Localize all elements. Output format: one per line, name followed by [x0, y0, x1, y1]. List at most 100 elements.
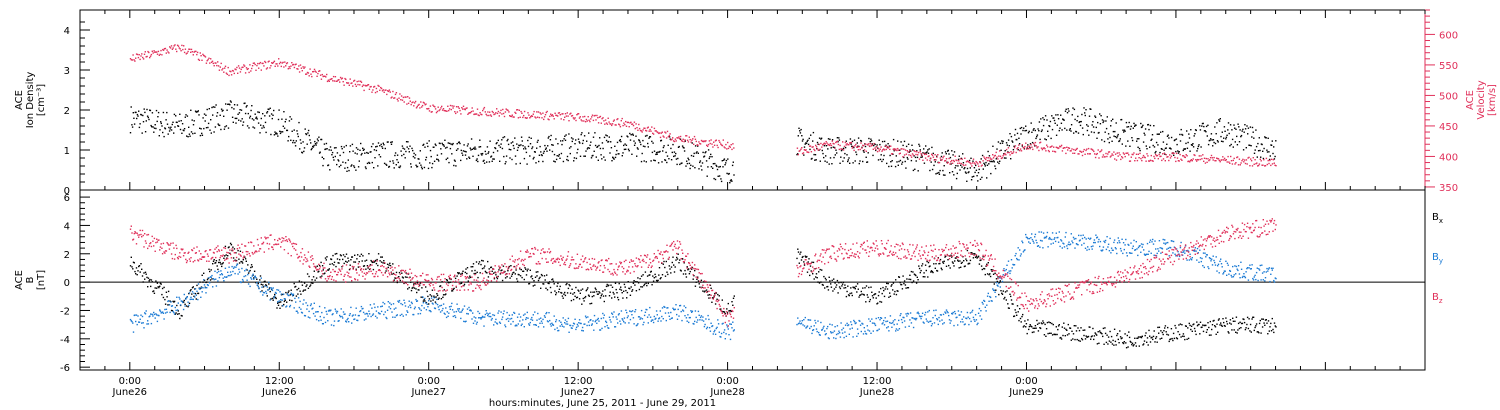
data-point [138, 54, 140, 56]
density-points [129, 100, 1277, 184]
data-point [1257, 150, 1260, 152]
data-point [609, 152, 611, 154]
data-point [410, 166, 412, 168]
data-point [407, 102, 410, 104]
data-point [271, 297, 274, 300]
data-point [324, 257, 327, 259]
data-point [1124, 333, 1126, 335]
data-point [418, 103, 420, 106]
data-point [204, 120, 206, 122]
data-point [986, 177, 988, 179]
data-point [372, 143, 374, 145]
data-point [255, 282, 257, 284]
data-point [1119, 138, 1121, 140]
data-point [941, 268, 943, 271]
data-point [1113, 135, 1115, 137]
data-point [562, 160, 565, 163]
data-point [443, 312, 445, 314]
data-point [689, 167, 691, 170]
data-point [1191, 160, 1193, 162]
data-point [887, 282, 889, 285]
data-point [349, 78, 351, 80]
data-point [138, 321, 141, 323]
data-point [836, 137, 839, 139]
data-point [242, 259, 244, 261]
data-point [232, 267, 235, 269]
data-point [490, 156, 492, 158]
data-point [596, 293, 599, 295]
data-point [906, 287, 909, 289]
data-point [549, 286, 552, 289]
data-point [810, 151, 813, 153]
data-point [708, 140, 711, 142]
data-point [319, 70, 321, 72]
data-point [1122, 129, 1124, 131]
data-point [1047, 135, 1050, 137]
data-point [564, 319, 567, 321]
data-point [630, 310, 632, 313]
data-point [912, 169, 915, 172]
data-point [451, 302, 453, 305]
data-point [261, 127, 263, 129]
data-point [274, 65, 276, 67]
data-point [152, 52, 154, 54]
data-point [223, 280, 225, 282]
data-point [525, 268, 527, 270]
data-point [215, 62, 217, 64]
data-point [421, 287, 423, 289]
data-point [278, 62, 281, 65]
data-point [636, 281, 638, 283]
data-point [1094, 115, 1096, 117]
data-point [1264, 319, 1267, 321]
data-point [278, 300, 280, 302]
data-point [609, 123, 611, 125]
data-point [1033, 128, 1035, 130]
data-point [1229, 124, 1232, 126]
data-point [398, 301, 400, 303]
data-point [1093, 150, 1095, 153]
data-point [359, 84, 361, 86]
data-point [1255, 129, 1257, 131]
data-point [1102, 327, 1105, 330]
data-point [594, 320, 596, 323]
data-point [1166, 135, 1169, 137]
data-point [1210, 133, 1213, 135]
data-point [620, 323, 622, 325]
data-point [875, 149, 877, 152]
data-point [1142, 124, 1144, 127]
data-point [1010, 151, 1012, 153]
data-point [1157, 144, 1159, 146]
data-point [661, 131, 663, 133]
data-point [172, 121, 174, 123]
data-point [258, 111, 260, 114]
data-point [286, 129, 289, 132]
data-point [337, 262, 339, 264]
data-point [383, 313, 385, 316]
data-point [527, 112, 529, 114]
data-point [132, 322, 134, 324]
data-point [1237, 329, 1239, 331]
data-point [394, 93, 397, 96]
data-point [653, 315, 655, 318]
data-point [289, 294, 292, 296]
data-point [575, 286, 577, 289]
data-point [1164, 153, 1166, 155]
data-point [1161, 148, 1163, 150]
data-point [448, 282, 450, 284]
data-point [159, 282, 162, 285]
data-point [1104, 332, 1107, 335]
data-point [1033, 142, 1035, 145]
data-point [1111, 153, 1113, 155]
data-point [618, 124, 621, 126]
data-point [605, 320, 607, 322]
data-point [620, 289, 623, 291]
data-point [962, 163, 964, 166]
data-point [334, 253, 336, 255]
data-point [1104, 131, 1106, 133]
data-point [429, 105, 432, 107]
data-point [920, 153, 922, 155]
data-point [953, 151, 956, 153]
data-point [1065, 328, 1067, 331]
data-point [233, 248, 236, 250]
data-point [349, 264, 351, 266]
